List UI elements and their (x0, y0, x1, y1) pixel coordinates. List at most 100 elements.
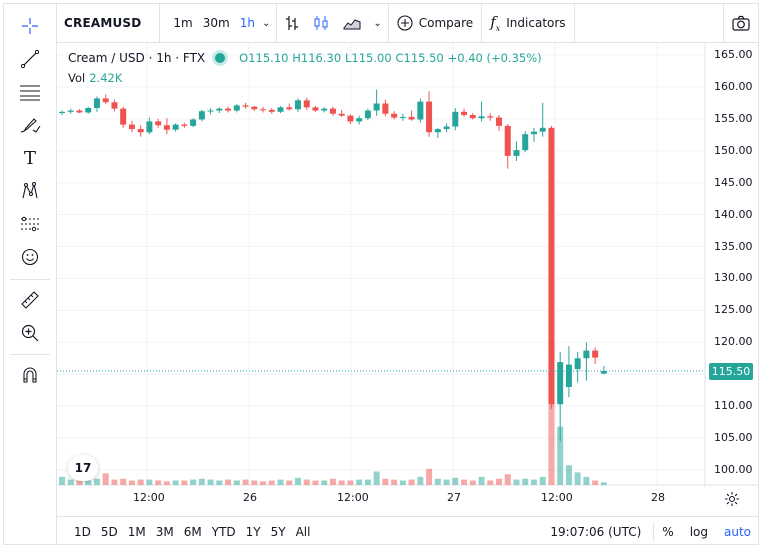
text-tool[interactable]: T (4, 143, 56, 173)
volume-bar (146, 479, 153, 485)
volume-bar (207, 479, 214, 485)
volume-bar (181, 480, 188, 485)
candle-body (504, 125, 511, 156)
price-tick-label: 155.00 (714, 111, 753, 125)
range-5d[interactable]: 5D (100, 525, 118, 539)
volume-bar (286, 480, 293, 485)
candle-body (408, 116, 415, 120)
crosshair-tool[interactable] (4, 11, 56, 41)
interval-1m[interactable]: 1m (173, 16, 193, 30)
volume-bar (574, 472, 581, 485)
volume-bar (155, 480, 162, 485)
volume-bar (496, 478, 502, 485)
plus-circle-icon (397, 15, 413, 31)
candle-body (600, 371, 607, 374)
volume-bar (312, 480, 319, 485)
icon-tool[interactable] (4, 242, 56, 272)
candle-body (530, 131, 537, 135)
candle-body (172, 124, 179, 130)
price-tick-label: 105.00 (714, 431, 753, 445)
range-ytd[interactable]: YTD (211, 525, 236, 539)
pattern-icon (22, 182, 38, 199)
volume-bar (504, 474, 511, 485)
brush-tool[interactable] (4, 110, 56, 140)
chevron-down-icon[interactable]: ⌄ (373, 17, 382, 29)
chevron-down-icon[interactable]: ⌄ (261, 17, 271, 29)
candle-body (59, 111, 65, 114)
fx-icon: fx (490, 13, 501, 33)
volume-bar (478, 476, 485, 485)
volume-bar (102, 473, 109, 485)
candle-body (225, 108, 232, 111)
candle-body (382, 103, 389, 114)
interval-30m[interactable]: 30m (202, 16, 230, 30)
time-tick-label: 12:00 (133, 491, 165, 504)
current-price-tag: 115.50 (709, 363, 753, 381)
candle-body (294, 100, 301, 110)
time-tick-label: 12:00 (541, 491, 573, 504)
indicators-button[interactable]: fx Indicators (482, 4, 573, 42)
range-1m[interactable]: 1M (127, 525, 146, 539)
settings-button[interactable] (710, 488, 754, 510)
volume-value: 2.42K (89, 71, 123, 85)
time-tick-label: 12:00 (337, 491, 369, 504)
volume-bar (565, 465, 572, 485)
range-all[interactable]: All (295, 525, 311, 539)
pattern-tool[interactable] (4, 176, 56, 206)
candle-body (469, 115, 476, 119)
range-3m[interactable]: 3M (155, 525, 174, 539)
candle-body (321, 108, 328, 111)
fib-tool[interactable] (4, 77, 56, 107)
utc-clock[interactable]: 19:07:06 (UTC) (550, 525, 642, 539)
candle-body (364, 110, 371, 119)
tradingview-logo[interactable]: 17 (68, 455, 98, 481)
candle-body (67, 110, 74, 112)
volume-bar (452, 477, 459, 485)
price-chart[interactable] (57, 43, 758, 487)
candle-body (461, 111, 468, 116)
volume-bar (530, 479, 537, 485)
smiley-icon (21, 248, 39, 266)
compare-button[interactable]: Compare (389, 4, 481, 42)
crosshair-icon (22, 18, 38, 34)
zoom-tool[interactable] (4, 318, 56, 348)
prediction-tool[interactable] (4, 209, 56, 239)
price-tick-label: 165.00 (714, 48, 753, 61)
measure-tool[interactable] (4, 285, 56, 315)
trendline-tool[interactable] (4, 44, 56, 74)
volume-bar (225, 479, 232, 485)
candle-body (216, 108, 223, 111)
bars-style-button[interactable] (277, 4, 309, 42)
volume-bar (172, 480, 179, 485)
interval-1h[interactable]: 1h (239, 16, 255, 30)
candle-body (181, 124, 188, 126)
area-style-button[interactable] (339, 4, 371, 42)
candles-style-button[interactable] (309, 4, 339, 42)
range-1d[interactable]: 1D (74, 525, 91, 539)
top-toolbar: CREAMUSD 1m 30m 1h ⌄ ⌄ Compare fx Indica… (4, 4, 758, 43)
range-1y[interactable]: 1Y (245, 525, 261, 539)
screenshot-button[interactable] (723, 4, 758, 42)
magnet-tool[interactable] (4, 360, 56, 390)
volume-bar (443, 479, 450, 485)
volume-bar (277, 479, 284, 485)
candle-body (128, 124, 135, 130)
volume-bar (260, 481, 267, 485)
volume-bar (391, 479, 398, 485)
log-toggle[interactable]: log (689, 525, 708, 539)
candle-body (487, 116, 494, 118)
range-5y[interactable]: 5Y (270, 525, 286, 539)
volume-bar (268, 480, 275, 485)
volume-bar (399, 480, 406, 485)
symbol-search[interactable]: CREAMUSD (64, 16, 142, 30)
range-6m[interactable]: 6M (183, 525, 202, 539)
candle-body (251, 106, 258, 110)
percent-toggle[interactable]: % (662, 525, 674, 539)
candle-body (76, 110, 83, 113)
volume-bar (592, 480, 599, 485)
candle-body (93, 98, 100, 108)
forecast-icon (21, 216, 39, 232)
candle-body (312, 107, 319, 111)
auto-scale-toggle[interactable]: auto (723, 525, 751, 539)
volume-bar (557, 426, 564, 485)
